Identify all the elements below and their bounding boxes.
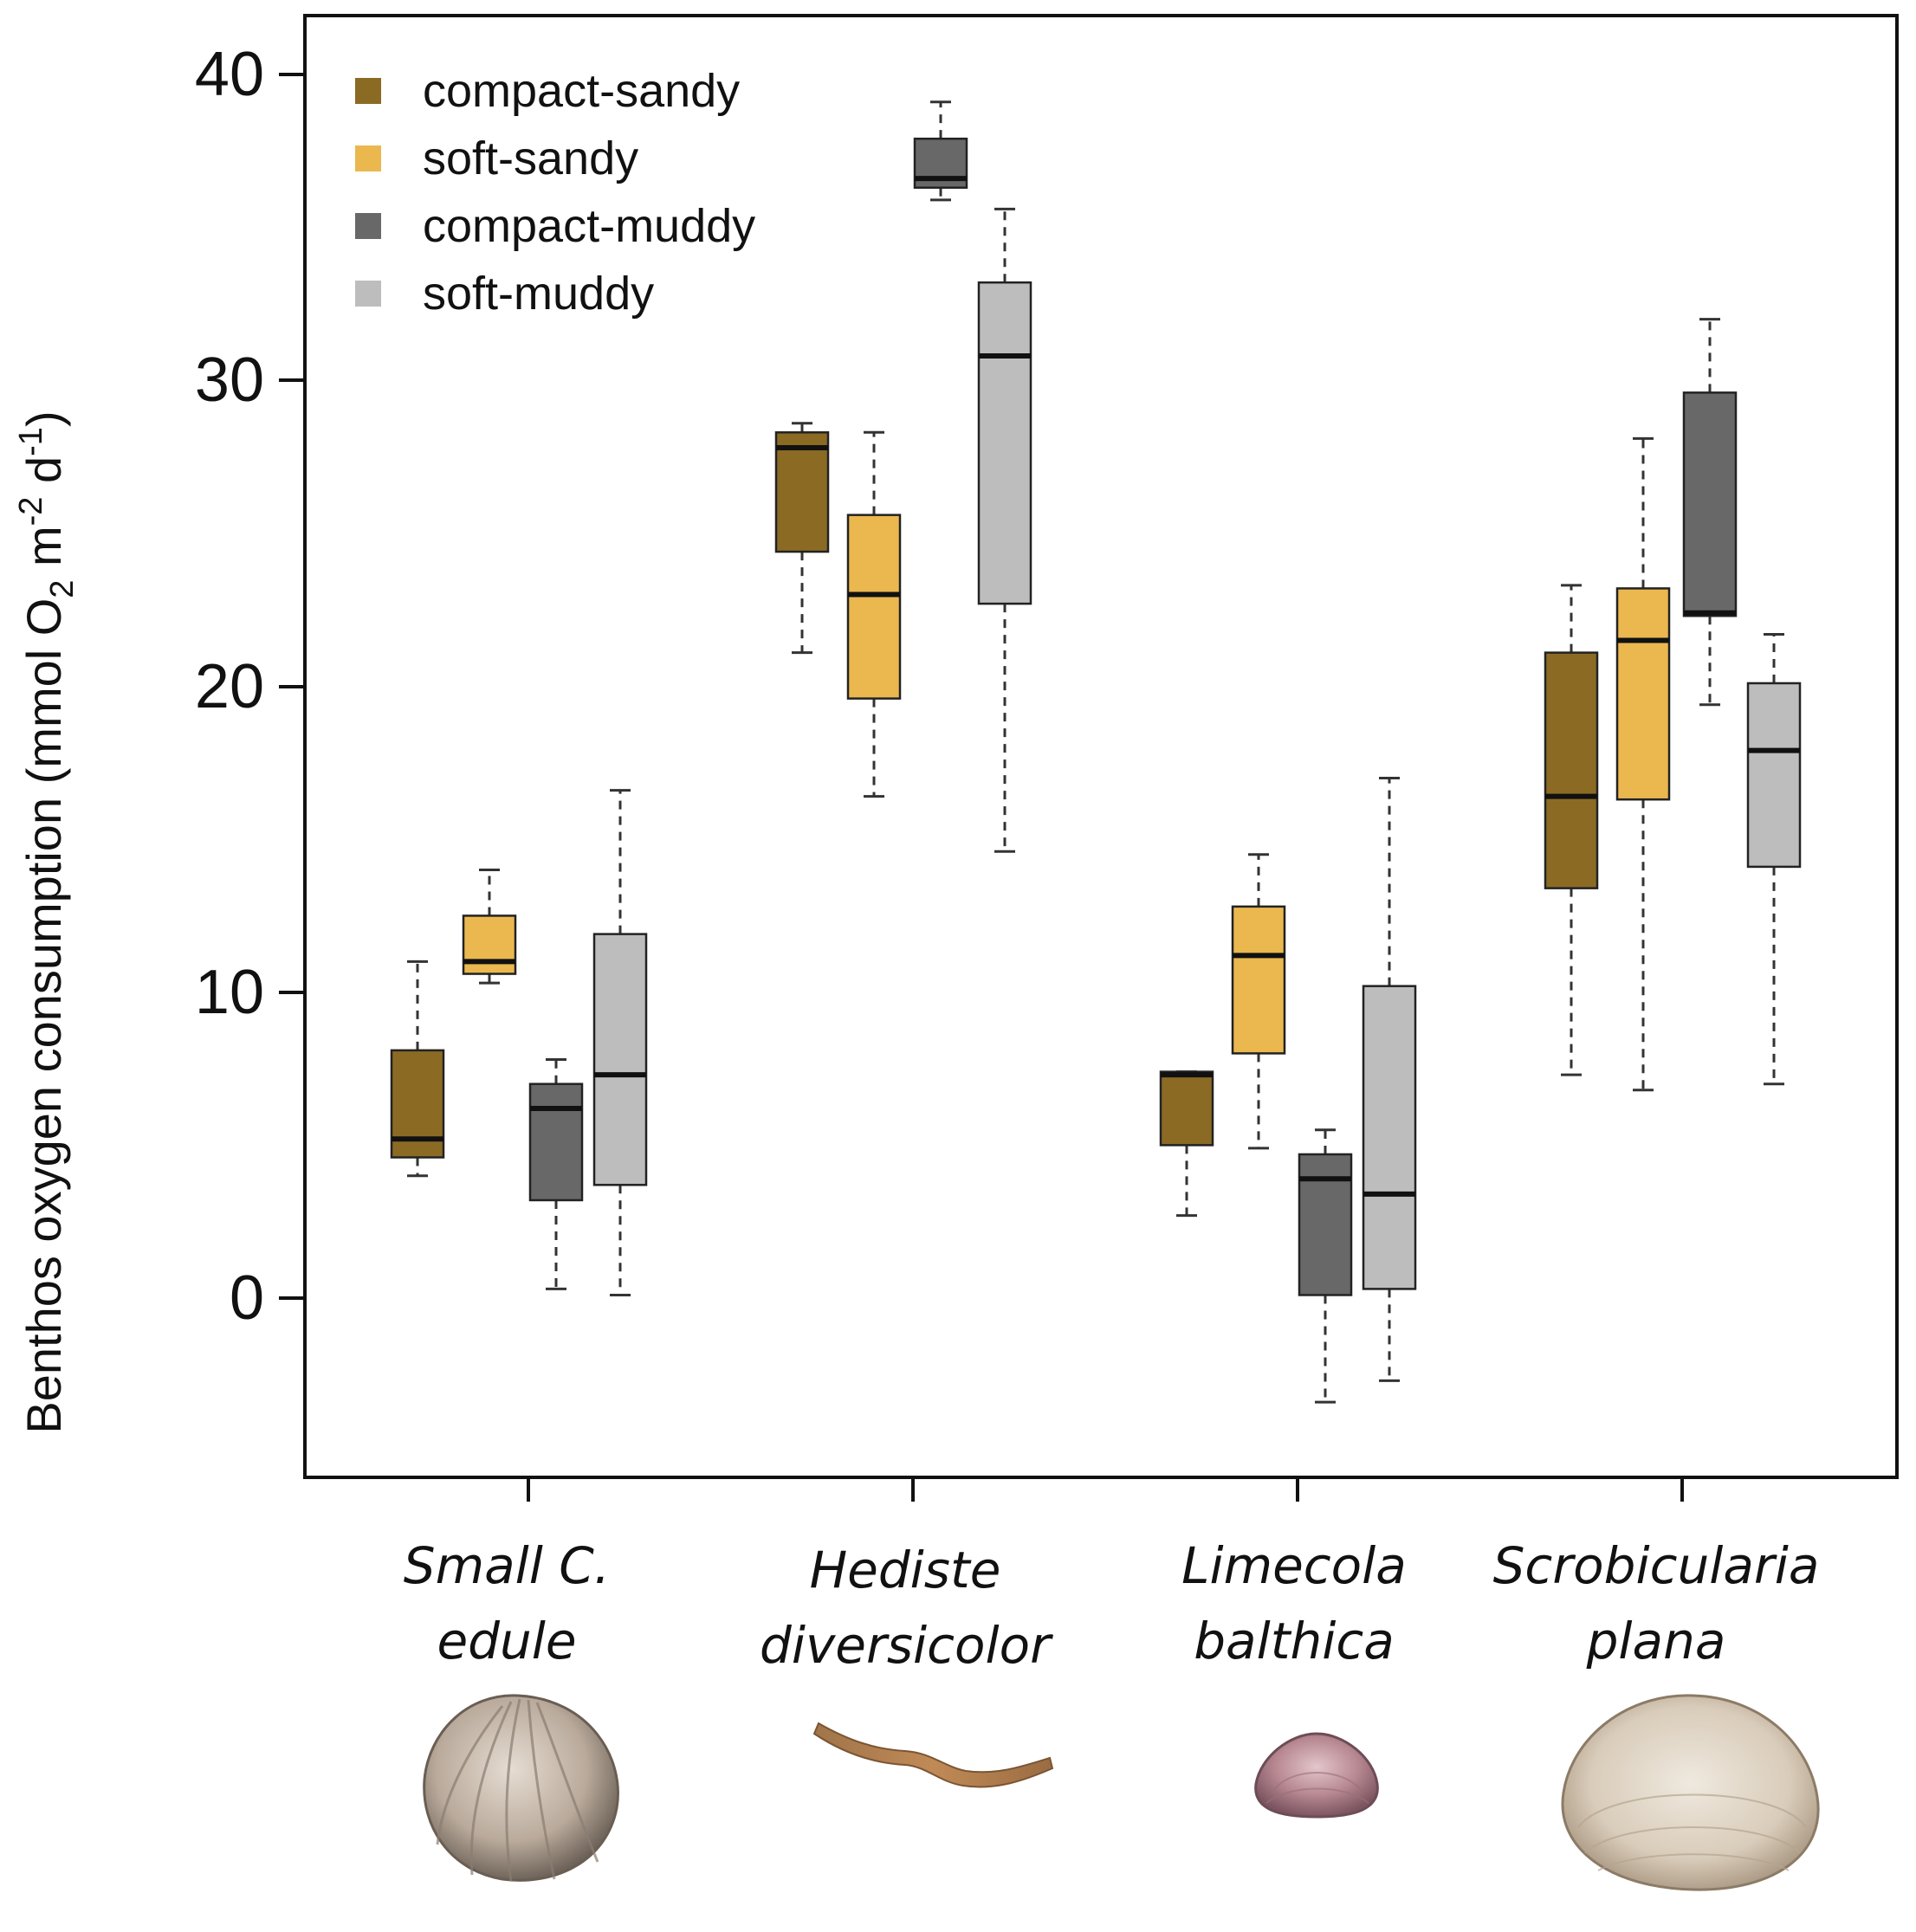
box-iqr (1746, 682, 1802, 869)
y-tick-0: 0 (230, 1263, 305, 1333)
category-label-line2: balthica (1194, 1612, 1395, 1670)
box-soft-sandy-4 (1615, 436, 1671, 1092)
x-axis (527, 1477, 1684, 1502)
category-label-line1: Limecola (1181, 1536, 1407, 1595)
box-soft-muddy-4 (1746, 632, 1802, 1086)
y-tick-label: 20 (195, 652, 264, 721)
baltic-tellin-shell-image (1254, 1732, 1379, 1819)
legend-label: compact-muddy (423, 200, 755, 252)
box-iqr (774, 431, 830, 553)
legend-swatch (355, 145, 381, 171)
legend-entry-soft-muddy: soft-muddy (355, 268, 654, 320)
box-compact-muddy-3 (1298, 1128, 1353, 1404)
category-label-line1: Small C. (404, 1536, 610, 1595)
y-tick-30: 30 (195, 346, 305, 415)
legend-entry-compact-muddy: compact-muddy (355, 200, 755, 252)
cockle-shell-image (423, 1694, 619, 1882)
category-label-line2: plana (1586, 1612, 1726, 1670)
box-groups (390, 100, 1802, 1404)
box-compact-sandy-1 (390, 960, 445, 1178)
y-axis: 0 10 20 30 40 (195, 40, 305, 1333)
box-iqr (592, 933, 648, 1186)
category-label-line1: Hediste (810, 1541, 1001, 1599)
y-tick-10: 10 (195, 958, 305, 1027)
box-soft-muddy-1 (592, 789, 648, 1296)
legend-swatch (355, 281, 381, 307)
box-compact-muddy-2 (913, 100, 968, 202)
legend-swatch (355, 78, 381, 104)
box-iqr (1682, 391, 1738, 617)
y-tick-label: 0 (230, 1263, 264, 1333)
legend-label: soft-muddy (423, 268, 654, 320)
legend-entry-compact-sandy: compact-sandy (355, 65, 740, 117)
box-soft-sandy-3 (1231, 853, 1286, 1150)
box-iqr (977, 281, 1032, 605)
y-tick-label: 30 (195, 346, 264, 415)
box-soft-sandy-1 (462, 868, 517, 985)
box-soft-muddy-2 (977, 207, 1032, 853)
category-labels: Small C. edule Hediste diversicolor Lime… (404, 1536, 1820, 1675)
legend-entry-soft-sandy: soft-sandy (355, 132, 638, 184)
peppery-furrow-shell-image (1561, 1694, 1820, 1891)
box-iqr (528, 1082, 584, 1202)
box-iqr (462, 914, 517, 975)
box-compact-muddy-4 (1682, 318, 1738, 707)
legend-swatch (355, 213, 381, 239)
box-iqr (1231, 905, 1286, 1055)
box-iqr (1298, 1153, 1353, 1296)
legend-label: compact-sandy (423, 65, 740, 117)
y-tick-label: 10 (195, 958, 264, 1027)
ragworm-image (812, 1722, 1054, 1788)
legend: compact-sandy soft-sandy compact-muddy s… (355, 65, 755, 320)
box-compact-muddy-1 (528, 1057, 584, 1290)
box-compact-sandy-4 (1544, 584, 1599, 1076)
box-compact-sandy-2 (774, 422, 830, 655)
plot-frame (303, 14, 1899, 1479)
category-label-line2: diversicolor (760, 1616, 1053, 1675)
box-iqr (1544, 651, 1599, 889)
category-label-line1: Scrobicularia (1493, 1536, 1820, 1595)
y-tick-40: 40 (195, 40, 305, 109)
box-iqr (846, 514, 902, 700)
box-compact-sandy-3 (1159, 1070, 1214, 1218)
y-axis-label: Benthos oxygen consumption (mmol O2 m-2 … (13, 410, 81, 1433)
box-iqr (1615, 587, 1671, 801)
y-tick-label: 40 (195, 40, 264, 109)
box-soft-muddy-3 (1362, 776, 1417, 1382)
box-iqr (1159, 1070, 1214, 1147)
y-tick-20: 20 (195, 652, 305, 721)
category-label-line2: edule (437, 1612, 576, 1670)
box-iqr (1362, 985, 1417, 1290)
box-soft-sandy-2 (846, 430, 902, 798)
legend-label: soft-sandy (423, 132, 638, 184)
